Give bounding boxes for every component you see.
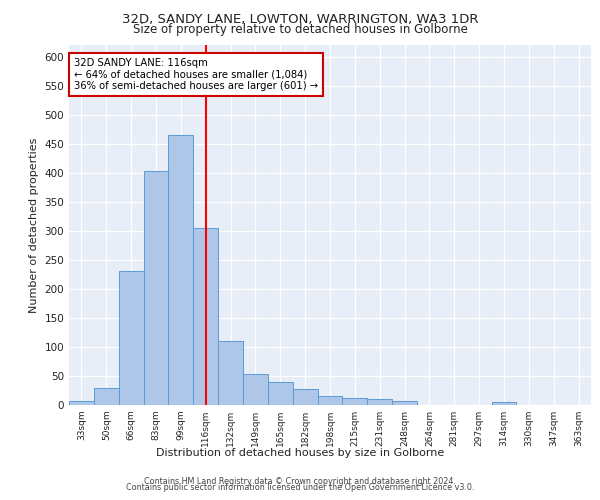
Bar <box>392 401 417 405</box>
Bar <box>367 399 392 405</box>
Bar <box>491 402 517 405</box>
Bar <box>143 171 169 405</box>
Text: Contains HM Land Registry data © Crown copyright and database right 2024.: Contains HM Land Registry data © Crown c… <box>144 477 456 486</box>
Text: 32D SANDY LANE: 116sqm
← 64% of detached houses are smaller (1,084)
36% of semi-: 32D SANDY LANE: 116sqm ← 64% of detached… <box>74 58 319 91</box>
Bar <box>193 228 218 405</box>
Bar <box>94 388 119 405</box>
Bar <box>317 396 343 405</box>
Bar <box>268 382 293 405</box>
Bar <box>218 341 243 405</box>
Bar <box>343 398 367 405</box>
Bar <box>293 390 317 405</box>
Bar <box>243 374 268 405</box>
Bar <box>69 401 94 405</box>
Text: Contains public sector information licensed under the Open Government Licence v3: Contains public sector information licen… <box>126 484 474 492</box>
Bar <box>169 135 193 405</box>
Y-axis label: Number of detached properties: Number of detached properties <box>29 138 39 312</box>
Text: Distribution of detached houses by size in Golborne: Distribution of detached houses by size … <box>156 448 444 458</box>
Bar <box>119 272 143 405</box>
Text: 32D, SANDY LANE, LOWTON, WARRINGTON, WA3 1DR: 32D, SANDY LANE, LOWTON, WARRINGTON, WA3… <box>122 12 478 26</box>
Text: Size of property relative to detached houses in Golborne: Size of property relative to detached ho… <box>133 22 467 36</box>
